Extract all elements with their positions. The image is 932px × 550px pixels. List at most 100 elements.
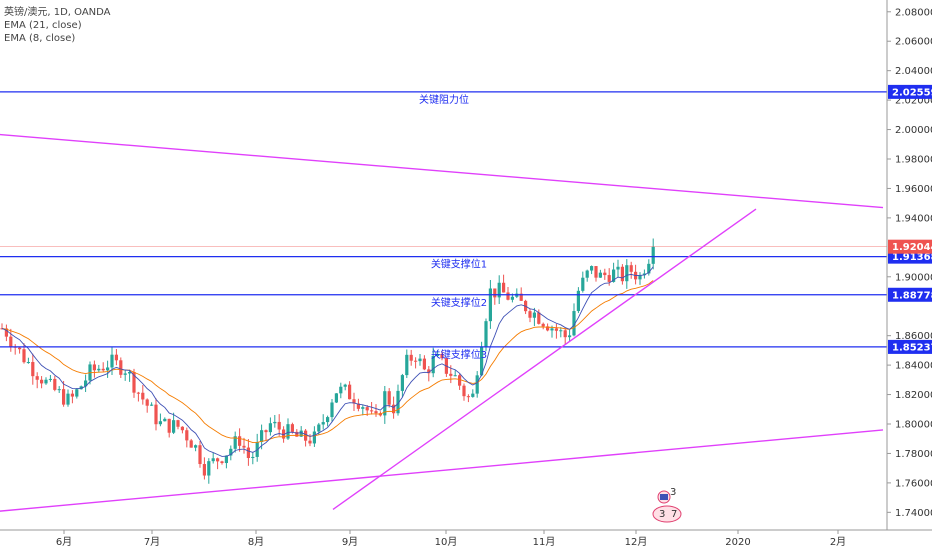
candle-body — [180, 426, 184, 431]
candle-body — [563, 330, 567, 338]
level-annotation: 关键支撑位1 — [431, 258, 487, 271]
candle-body — [590, 266, 594, 271]
x-tick-label: 7月 — [144, 536, 160, 548]
candle-body — [260, 430, 264, 442]
candle-body — [453, 375, 457, 377]
candle-body — [568, 335, 572, 338]
trendlines-layer — [0, 130, 884, 517]
candle-body — [238, 436, 242, 446]
candle-body — [198, 445, 202, 465]
x-tick-label: 6月 — [56, 536, 72, 548]
candle-body — [48, 378, 52, 380]
legend-symbol[interactable]: 英镑/澳元, 1D, OANDA — [4, 7, 111, 18]
candle-body — [286, 424, 290, 439]
candle-body — [612, 269, 616, 282]
candle-body — [405, 354, 409, 376]
event-markers[interactable]: 3 3 7 — [652, 487, 682, 523]
x-tick-label: 12月 — [625, 536, 648, 548]
candle-body — [101, 368, 105, 371]
candle-body — [348, 384, 352, 400]
candle-body — [224, 455, 228, 464]
candle-body — [585, 270, 589, 278]
candle-body — [44, 379, 48, 384]
candle-body — [128, 371, 132, 374]
legend-ema-long[interactable]: EMA (21, close) — [4, 20, 82, 31]
candle-body — [246, 447, 250, 459]
price-tag — [888, 339, 932, 354]
legend-ema-short[interactable]: EMA (8, close) — [4, 33, 76, 44]
plot-background — [0, 0, 887, 530]
y-tick-label: 1.96000 — [895, 184, 932, 195]
candle-body — [106, 367, 110, 371]
candle-body — [392, 404, 396, 414]
candle-body — [339, 386, 343, 394]
y-tick-label: 1.74000 — [895, 508, 932, 519]
candle-body — [145, 399, 149, 406]
y-axis[interactable]: 2.08000 2.06000 2.04000 2.02000 2.00000 1.980… — [887, 7, 932, 519]
candle-body — [176, 420, 180, 427]
event-marker-bottom-count-a: 3 — [659, 509, 665, 520]
event-marker-bottom-count-b: 7 — [671, 509, 677, 520]
trendline[interactable] — [0, 429, 884, 517]
candle-body — [132, 371, 136, 393]
candle-body — [620, 266, 624, 282]
candle-body — [35, 376, 39, 380]
candle-body — [374, 411, 378, 414]
candle-body — [119, 360, 123, 375]
candle-body — [418, 358, 422, 362]
candle-body — [361, 407, 365, 409]
y-tick-label: 1.90000 — [895, 272, 932, 283]
candle-body — [480, 347, 484, 376]
candle-body — [506, 292, 510, 300]
candle-body — [26, 362, 30, 364]
candle-body — [207, 461, 211, 476]
candle-body — [546, 326, 550, 331]
candle-body — [638, 275, 642, 280]
candle-body — [229, 448, 233, 456]
price-tag — [888, 84, 932, 99]
candle-body — [264, 430, 268, 433]
candle-body — [572, 311, 576, 336]
candle-body — [92, 364, 96, 371]
candle-body — [163, 418, 167, 422]
candle-body — [216, 458, 220, 462]
x-tick-label: 10月 — [435, 536, 458, 548]
candle-body — [383, 391, 387, 416]
ema-layer — [1, 266, 654, 457]
y-tick-label: 1.78000 — [895, 449, 932, 460]
price-tag-label: 1.91368 — [892, 252, 932, 263]
event-marker-bottom[interactable] — [652, 505, 682, 523]
candle-body — [202, 464, 206, 476]
candle-body — [427, 369, 431, 374]
candle-body — [387, 391, 391, 405]
trendline[interactable] — [332, 208, 757, 510]
y-tick-label: 1.76000 — [895, 478, 932, 489]
chart-legend: 英镑/澳元, 1D, OANDA EMA (21, close) EMA (8,… — [4, 6, 111, 45]
y-tick-label: 2.04000 — [895, 66, 932, 77]
candle-body — [136, 392, 140, 394]
event-marker-top-count: 3 — [670, 487, 676, 498]
candle-body — [581, 277, 585, 291]
x-axis[interactable]: 6月 7月 8月 9月 10月 11月 12月 2020 2月 — [56, 530, 846, 548]
candle-body — [484, 321, 488, 348]
candle-body — [189, 440, 193, 448]
candle-body — [475, 375, 479, 394]
candle-body — [57, 389, 61, 391]
trendline[interactable] — [0, 130, 884, 209]
candle-body — [625, 265, 629, 282]
candle-body — [150, 404, 154, 406]
x-tick-label: 2月 — [830, 536, 846, 548]
candles-layer — [0, 238, 655, 484]
candle-body — [31, 362, 35, 377]
candle-body — [53, 378, 57, 390]
candle-body — [629, 265, 633, 272]
candle-body — [554, 328, 558, 331]
candle-body — [343, 384, 347, 387]
candle-body — [396, 390, 400, 414]
candle-body — [233, 436, 237, 449]
candle-body — [576, 290, 580, 312]
candle-body — [167, 418, 171, 433]
